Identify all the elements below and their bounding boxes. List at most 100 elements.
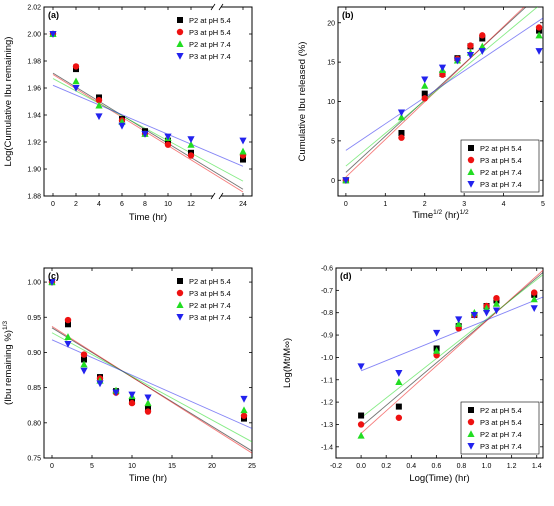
legend-marker-square xyxy=(468,145,474,151)
data-point-triangle-up xyxy=(240,406,248,414)
legend-label: P2 at pH 7.4 xyxy=(189,40,231,49)
legend-label: P2 at pH 5.4 xyxy=(480,144,522,153)
x-tick-label: 0.6 xyxy=(431,463,441,470)
chart-panel-c: 0.75 0.80 0.85 0.90 0.95 1.00 0 5 10 15 20 25 (c) P2 … xyxy=(2,267,256,484)
legend: P2 at pH 5.4 P3 at pH 5.4 P2 at pH 7.4 P3 a… xyxy=(460,401,540,455)
data-point-circle xyxy=(439,71,446,78)
x-tick-label: 3 xyxy=(462,201,466,208)
legend-marker-triangle-up xyxy=(467,168,475,175)
data-point-triangle-down xyxy=(438,64,447,72)
y-tick-label: -1.3 xyxy=(321,422,333,429)
x-axis-label: Time1/2 (hr)1/2 xyxy=(412,209,469,221)
y-tick-label: 10 xyxy=(327,99,335,106)
data-point-triangle-down xyxy=(144,394,152,402)
data-point-circle xyxy=(72,63,80,70)
data-point-triangle-down xyxy=(128,391,136,399)
axis-break-mark xyxy=(218,3,224,11)
data-point-square xyxy=(395,403,402,410)
x-tick-label: 2 xyxy=(423,201,427,208)
legend: P2 at pH 5.4 P3 at pH 5.4 P2 at pH 7.4 P3 a… xyxy=(176,16,231,61)
y-tick-label: -1.2 xyxy=(321,400,333,407)
data-point-triangle-down xyxy=(72,85,80,92)
data-point-square xyxy=(65,321,71,328)
x-tick-label: 24 xyxy=(239,201,247,208)
data-point-triangle-down xyxy=(455,316,463,324)
panel-label: (b) xyxy=(342,10,354,20)
y-tick-label: 15 xyxy=(327,60,335,67)
chart-panel-a: 1.881.901.921.941.961.982.002.020 2 4 6 8 10 1… xyxy=(3,3,253,223)
legend-label: P2 at pH 5.4 xyxy=(189,16,231,25)
data-point-triangle-down xyxy=(492,307,501,315)
legend-marker-circle xyxy=(467,418,475,426)
data-point-triangle-down xyxy=(395,370,403,377)
data-point-circle xyxy=(64,316,72,324)
fit-line-triangle-down xyxy=(52,84,244,167)
data-point-circle xyxy=(535,24,543,31)
data-point-triangle-down xyxy=(466,52,475,59)
data-point-triangle-down xyxy=(48,279,56,286)
y-tick-label: 1.96 xyxy=(27,86,41,93)
x-axis-label: Time (hr) xyxy=(129,212,167,223)
data-point-circle xyxy=(395,414,403,421)
data-point-triangle-down xyxy=(535,48,543,55)
data-point-circle xyxy=(164,141,172,148)
y-tick-label: 1.88 xyxy=(27,194,41,201)
data-point-triangle-up xyxy=(530,295,538,303)
y-axis-label: Cumulative Ibu released (%) xyxy=(297,42,308,162)
x-tick-label: 1.4 xyxy=(532,463,542,470)
data-point-triangle-up xyxy=(397,113,406,121)
legend-marker-circle xyxy=(176,289,184,297)
fit-line-triangle-up xyxy=(51,332,252,443)
y-tick-label: -0.9 xyxy=(321,333,333,340)
x-tick-label: 1.0 xyxy=(482,463,492,470)
y-tick-label: 0.75 xyxy=(27,456,41,463)
legend: P2 at pH 5.4 P3 at pH 5.4 P2 at pH 7.4 P3 a… xyxy=(176,277,231,322)
x-tick-label: 0 xyxy=(50,463,54,470)
data-point-circle xyxy=(493,294,500,302)
legend-marker-square xyxy=(177,17,183,23)
y-tick-label: 0 xyxy=(331,178,335,185)
y-tick-label: 0.80 xyxy=(27,420,41,427)
axis-break-gap xyxy=(213,4,221,10)
data-point-square xyxy=(421,90,428,97)
data-point-triangle-down xyxy=(342,177,350,185)
x-axis-label: Log(Time) (hr) xyxy=(409,473,469,484)
legend-label: P3 at pH 5.4 xyxy=(189,289,231,298)
x-tick-label: 8 xyxy=(143,201,147,208)
data-point-triangle-up xyxy=(395,378,403,385)
legend-marker-triangle-down xyxy=(467,443,475,450)
data-point-triangle-up xyxy=(80,360,88,368)
x-tick-label: 25 xyxy=(248,463,256,470)
data-point-circle xyxy=(398,134,405,141)
y-tick-label: 1.90 xyxy=(27,167,41,174)
legend-label: P3 at pH 7.4 xyxy=(480,442,522,451)
data-point-circle xyxy=(240,412,248,419)
data-point-circle xyxy=(479,32,486,39)
x-tick-label: 0 xyxy=(344,201,348,208)
y-tick-label: 0.85 xyxy=(27,385,41,392)
data-point-triangle-down xyxy=(530,305,538,313)
x-tick-label: 4 xyxy=(502,201,506,208)
axis-break-mark xyxy=(210,192,216,200)
data-point-triangle-down xyxy=(453,57,462,65)
plot-frame xyxy=(43,267,253,459)
data-point-circle xyxy=(128,399,136,407)
legend-label: P3 at pH 7.4 xyxy=(189,313,231,322)
data-point-triangle-up xyxy=(478,42,486,50)
y-tick-label: -1.4 xyxy=(321,444,333,451)
legend-marker-circle xyxy=(467,156,475,164)
y-tick-label: 0.90 xyxy=(27,350,41,357)
y-tick-label: 20 xyxy=(327,20,335,27)
legend-marker-triangle-down xyxy=(467,181,475,188)
data-point-triangle-up xyxy=(433,346,441,354)
legend-marker-square xyxy=(177,278,183,284)
data-point-triangle-down xyxy=(118,122,126,130)
fit-line-circle xyxy=(51,326,252,454)
data-point-square xyxy=(358,412,365,419)
x-tick-label: 0 xyxy=(51,201,55,208)
legend-marker-triangle-down xyxy=(176,53,184,60)
x-axis-label: Time (hr) xyxy=(129,473,167,484)
data-point-circle xyxy=(144,408,152,415)
fit-line-triangle-up xyxy=(360,274,543,419)
y-tick-label: -1.0 xyxy=(321,355,333,362)
